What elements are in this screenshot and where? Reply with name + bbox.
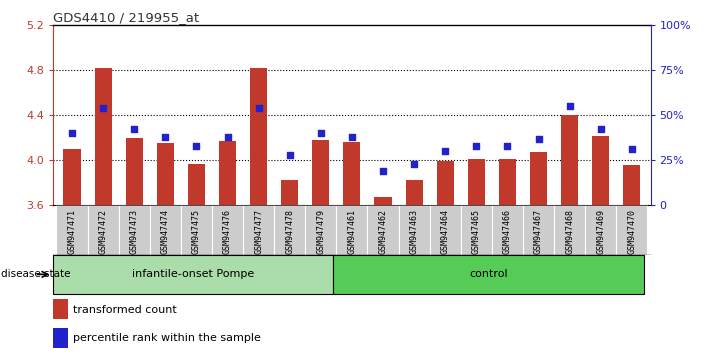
- Bar: [150, 205, 181, 255]
- Bar: [56, 205, 87, 255]
- Text: percentile rank within the sample: percentile rank within the sample: [73, 333, 261, 343]
- Bar: [461, 205, 492, 255]
- Point: [533, 136, 545, 141]
- Bar: [368, 205, 399, 255]
- Text: GDS4410 / 219955_at: GDS4410 / 219955_at: [53, 11, 200, 24]
- Bar: [243, 205, 274, 255]
- Bar: [181, 205, 212, 255]
- Text: GSM947467: GSM947467: [534, 209, 543, 254]
- Point: [66, 130, 77, 136]
- Text: GSM947477: GSM947477: [254, 209, 263, 254]
- Text: GSM947464: GSM947464: [441, 209, 450, 254]
- Bar: [336, 205, 368, 255]
- Point: [284, 152, 296, 158]
- Bar: [375, 198, 392, 205]
- Bar: [429, 205, 461, 255]
- Bar: [405, 181, 423, 205]
- Bar: [343, 142, 360, 205]
- Bar: [399, 205, 429, 255]
- Bar: [250, 68, 267, 205]
- Bar: [156, 143, 174, 205]
- Bar: [305, 205, 336, 255]
- Point: [378, 168, 389, 174]
- Text: GSM947468: GSM947468: [565, 209, 574, 254]
- Text: transformed count: transformed count: [73, 305, 177, 315]
- Point: [346, 134, 358, 139]
- Bar: [492, 205, 523, 255]
- Bar: [119, 205, 150, 255]
- Text: GSM947479: GSM947479: [316, 209, 326, 254]
- Bar: [333, 255, 644, 294]
- Text: GSM947474: GSM947474: [161, 209, 170, 254]
- Bar: [523, 205, 554, 255]
- Bar: [592, 137, 609, 205]
- Point: [471, 143, 482, 149]
- Bar: [499, 159, 516, 205]
- Text: infantile-onset Pompe: infantile-onset Pompe: [132, 269, 255, 279]
- Bar: [126, 138, 143, 205]
- Bar: [63, 149, 80, 205]
- Bar: [437, 161, 454, 205]
- Point: [595, 127, 606, 132]
- Bar: [616, 205, 648, 255]
- Text: disease state: disease state: [1, 269, 71, 279]
- Bar: [585, 205, 616, 255]
- Bar: [530, 152, 547, 205]
- Bar: [188, 164, 205, 205]
- Text: GSM947475: GSM947475: [192, 209, 201, 254]
- Bar: [561, 115, 578, 205]
- Bar: [53, 328, 68, 348]
- Bar: [219, 141, 236, 205]
- Point: [502, 143, 513, 149]
- Point: [439, 148, 451, 154]
- Point: [159, 134, 171, 139]
- Text: GSM947462: GSM947462: [378, 209, 387, 254]
- Text: GSM947470: GSM947470: [627, 209, 636, 254]
- Point: [253, 105, 264, 111]
- Text: GSM947471: GSM947471: [68, 209, 77, 254]
- Bar: [212, 205, 243, 255]
- Point: [564, 103, 575, 109]
- Bar: [312, 140, 329, 205]
- Text: GSM947466: GSM947466: [503, 209, 512, 254]
- Point: [222, 134, 233, 139]
- Text: GSM947465: GSM947465: [472, 209, 481, 254]
- Point: [626, 147, 638, 152]
- Point: [191, 143, 202, 149]
- Text: GSM947461: GSM947461: [348, 209, 356, 254]
- Bar: [624, 165, 641, 205]
- Point: [408, 161, 419, 167]
- Bar: [53, 299, 68, 319]
- Bar: [95, 68, 112, 205]
- Point: [97, 105, 109, 111]
- Bar: [554, 205, 585, 255]
- Text: GSM947472: GSM947472: [99, 209, 107, 254]
- Point: [315, 130, 326, 136]
- Bar: [281, 181, 299, 205]
- Point: [129, 127, 140, 132]
- Bar: [87, 205, 119, 255]
- Text: GSM947469: GSM947469: [597, 209, 605, 254]
- Text: GSM947463: GSM947463: [410, 209, 419, 254]
- Text: control: control: [469, 269, 508, 279]
- Text: GSM947476: GSM947476: [223, 209, 232, 254]
- Text: GSM947478: GSM947478: [285, 209, 294, 254]
- Bar: [468, 159, 485, 205]
- Text: GSM947473: GSM947473: [129, 209, 139, 254]
- Bar: [274, 205, 305, 255]
- Bar: [53, 255, 333, 294]
